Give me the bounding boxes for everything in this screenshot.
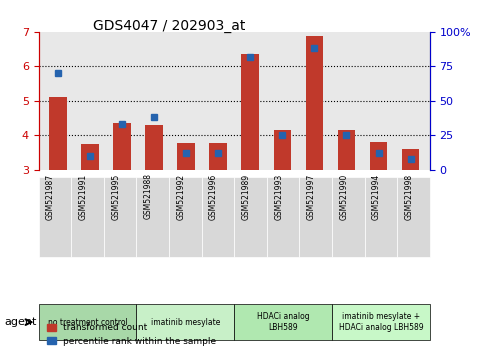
Text: GSM521997: GSM521997 [307,173,316,220]
Text: GSM521994: GSM521994 [372,173,381,220]
Text: GSM521992: GSM521992 [176,173,185,219]
Bar [402,149,419,170]
Text: imatinib mesylate +
HDACi analog LBH589: imatinib mesylate + HDACi analog LBH589 [339,313,423,332]
Bar [273,130,291,170]
Text: imatinib mesylate: imatinib mesylate [151,318,220,327]
Text: GSM521990: GSM521990 [340,173,348,220]
Text: GSM521987: GSM521987 [46,173,55,219]
Legend: transformed count, percentile rank within the sample: transformed count, percentile rank withi… [43,320,220,349]
Text: GSM521989: GSM521989 [242,173,251,219]
Bar [338,130,355,170]
Bar [145,125,163,170]
Bar [113,123,131,170]
Text: GSM521995: GSM521995 [111,173,120,220]
Text: GSM521993: GSM521993 [274,173,283,220]
Bar [242,53,259,170]
Bar [210,143,227,170]
Bar [306,36,323,170]
Text: GSM521991: GSM521991 [79,173,87,219]
Bar [81,144,99,170]
Text: GSM521998: GSM521998 [405,173,413,219]
Text: no treatment control: no treatment control [48,318,128,327]
Text: GDS4047 / 202903_at: GDS4047 / 202903_at [93,19,245,34]
Text: HDACi analog
LBH589: HDACi analog LBH589 [257,313,310,332]
Text: GSM521988: GSM521988 [144,173,153,219]
Text: agent: agent [5,317,37,327]
Bar [177,143,195,170]
Bar [49,97,67,170]
Text: GSM521996: GSM521996 [209,173,218,220]
Bar [370,142,387,170]
